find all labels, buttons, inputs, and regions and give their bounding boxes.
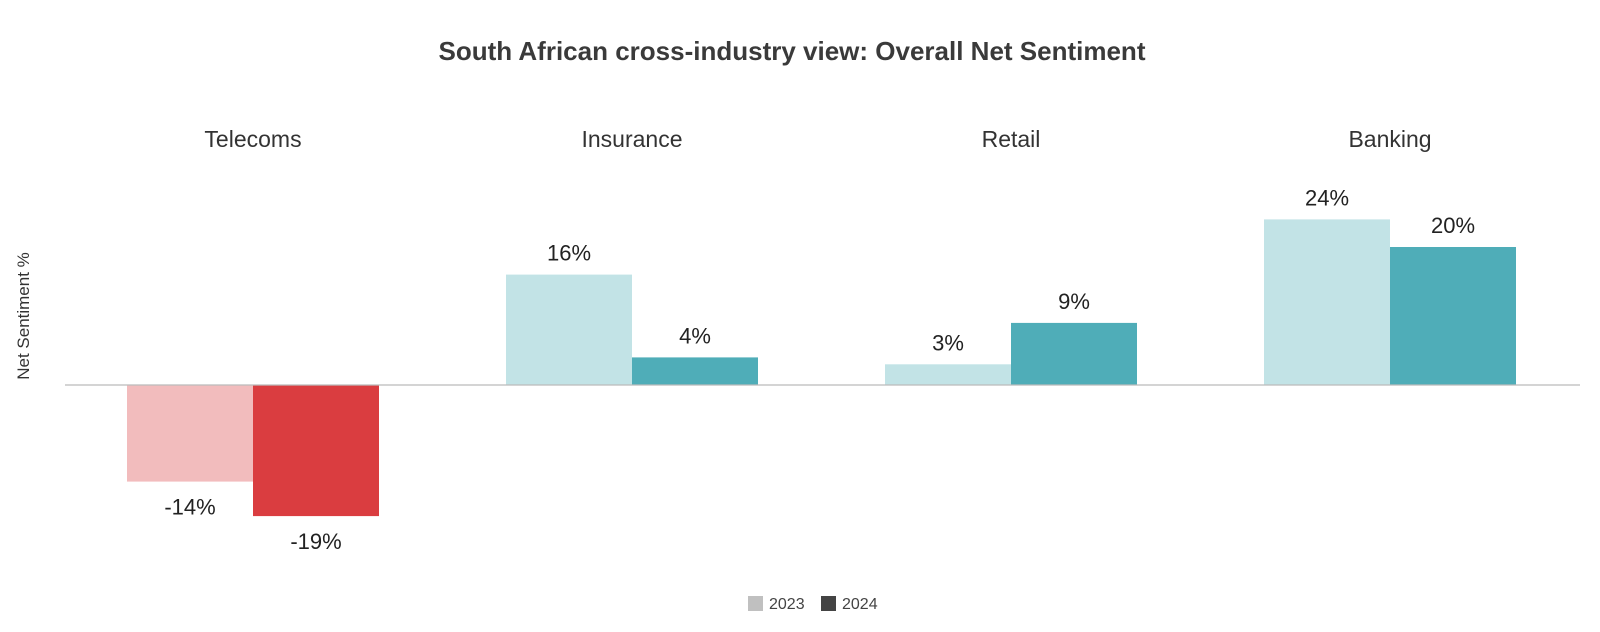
category-label: Insurance [581,126,682,152]
data-label: -14% [164,495,215,520]
category-label: Banking [1348,126,1431,152]
data-label: 24% [1305,185,1349,210]
data-label: 20% [1431,213,1475,238]
data-label: 9% [1058,289,1090,314]
legend-label-2024: 2024 [842,596,878,613]
bar-retail-2023 [885,364,1011,385]
legend-swatch-2023 [748,596,763,611]
bar-retail-2024 [1011,322,1137,385]
bar-insurance-2024 [632,357,758,385]
data-label: 16% [547,241,591,266]
bar-banking-2024 [1390,247,1516,385]
legend-swatch-2024 [821,596,836,611]
legend-label-2023: 2023 [769,596,805,613]
category-labels: Telecoms Insurance Retail Banking [204,126,1431,152]
bars [127,219,1516,517]
bar-banking-2023 [1264,219,1390,385]
value-labels: -14% 16% 3% 24% -19% 4% 9% 20% [164,185,1475,554]
bar-telecoms-2024 [253,385,379,517]
chart-title: South African cross-industry view: Overa… [439,36,1146,66]
data-label: -19% [290,529,341,554]
legend: 2023 2024 [748,596,878,613]
category-label: Retail [982,126,1041,152]
y-axis-label: Net Sentiment % [14,252,33,380]
category-label: Telecoms [204,126,301,152]
data-label: 3% [932,330,964,355]
bar-insurance-2023 [506,274,632,385]
data-label: 4% [679,323,711,348]
bar-telecoms-2023 [127,385,253,482]
